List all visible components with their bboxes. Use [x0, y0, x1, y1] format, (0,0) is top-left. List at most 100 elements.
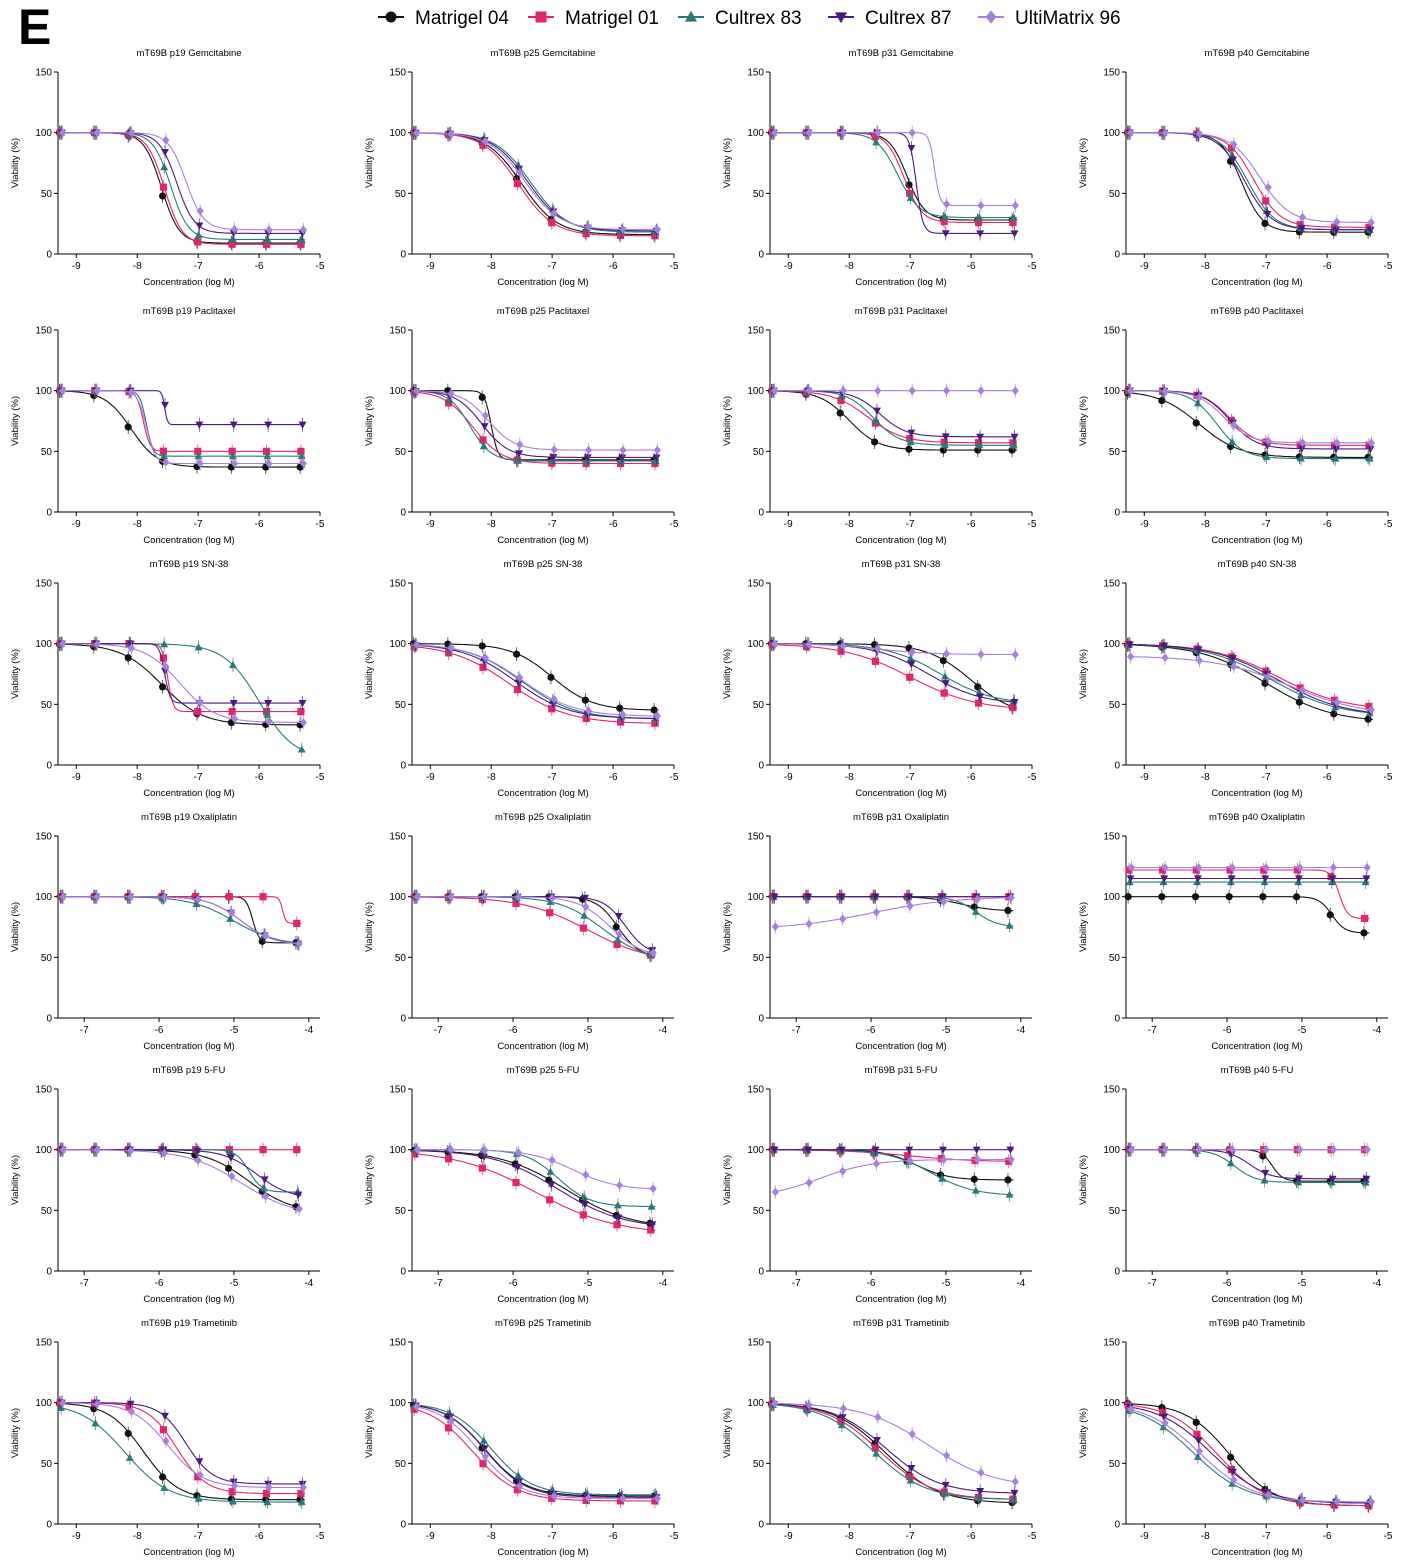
data-point — [410, 1405, 418, 1413]
chart-mt69b-p31-sn-38: mT69B p31 SN-38 0 50 100 150 -9 -8 -7 -6 -5 Viabil… — [722, 559, 1037, 799]
y-tick-label: 50 — [41, 700, 53, 711]
x-tick-label: -7 — [1262, 261, 1271, 272]
legend-label: UltiMatrix 96 — [1015, 8, 1121, 29]
data-point — [1333, 217, 1341, 227]
fit-curve — [414, 644, 659, 720]
y-tick-label: 50 — [41, 1459, 53, 1470]
data-point — [974, 699, 983, 707]
data-point — [480, 423, 489, 431]
data-point — [1161, 386, 1169, 396]
data-point — [160, 892, 168, 902]
data-point — [512, 899, 520, 907]
x-tick-label: -4 — [1016, 1278, 1025, 1289]
data-point — [195, 222, 204, 230]
x-axis-label: Concentration (log M) — [1211, 1041, 1302, 1052]
data-point — [1227, 1151, 1236, 1159]
data-point — [1159, 866, 1167, 874]
x-axis-label: Concentration (log M) — [143, 1547, 234, 1558]
data-point — [1010, 433, 1019, 441]
data-point — [229, 700, 238, 708]
data-point — [159, 447, 167, 455]
series-ultimatrix-96 — [413, 1399, 661, 1506]
y-axis-label: Viability (%) — [1078, 1408, 1089, 1458]
data-point — [550, 694, 558, 704]
data-point — [445, 1155, 453, 1163]
y-tick-label: 50 — [1109, 700, 1121, 711]
data-point — [1007, 1155, 1015, 1164]
data-point — [548, 1155, 556, 1165]
data-point — [1327, 877, 1336, 886]
data-point — [479, 436, 487, 444]
data-point — [618, 454, 627, 462]
data-point — [161, 401, 169, 410]
data-point — [196, 697, 204, 707]
data-point — [478, 1164, 486, 1172]
data-point — [479, 141, 487, 149]
fit-curve — [1129, 132, 1373, 228]
data-point — [1330, 441, 1339, 449]
chart-mt69b-p40-gemcitabine: mT69B p40 Gemcitabine 0 50 100 150 -9 -8 -7 -6 -5… — [1078, 48, 1393, 288]
data-point — [651, 1497, 659, 1505]
fit-curve — [773, 897, 1014, 928]
data-point — [1161, 653, 1169, 663]
x-tick-label: -5 — [1028, 772, 1037, 783]
data-point — [973, 1155, 982, 1164]
y-tick-label: 0 — [46, 250, 52, 261]
data-point — [194, 230, 203, 239]
y-tick-label: 150 — [1103, 68, 1120, 79]
data-point — [651, 456, 660, 465]
data-point — [907, 429, 916, 437]
data-point — [906, 435, 914, 443]
fit-curve — [773, 643, 1017, 656]
data-point — [1366, 226, 1375, 234]
data-point — [971, 1186, 980, 1194]
data-point — [1260, 877, 1269, 886]
data-point — [264, 700, 273, 708]
y-axis-label: Viability (%) — [364, 649, 375, 699]
data-point — [230, 224, 239, 234]
y-axis-label: Viability (%) — [10, 138, 21, 188]
series-matrigel-01 — [768, 637, 1017, 715]
data-point — [975, 213, 984, 221]
x-tick-label: -5 — [1384, 1531, 1393, 1542]
chart-mt69b-p31-trametinib: mT69B p31 Trametinib 0 50 100 150 -9 -8 -7 -6 -5 V… — [722, 1318, 1037, 1558]
fit-curve — [1128, 656, 1373, 711]
data-point — [941, 680, 950, 688]
x-axis-label: Concentration (log M) — [497, 788, 588, 799]
data-point — [265, 225, 273, 235]
fit-curve — [61, 1149, 302, 1211]
x-tick-label: -9 — [1140, 261, 1149, 272]
data-point — [547, 1181, 556, 1189]
chart-mt69b-p40-paclitaxel: mT69B p40 Paclitaxel 0 50 100 150 -9 -8 -7 -6 -5 V… — [1078, 306, 1393, 546]
x-tick-label: -6 — [967, 519, 976, 530]
data-point — [941, 1481, 950, 1490]
data-point — [771, 1187, 779, 1197]
y-tick-label: 150 — [1103, 579, 1120, 590]
data-point — [908, 386, 916, 395]
y-tick-label: 50 — [395, 953, 407, 964]
x-tick-label: -7 — [194, 261, 203, 272]
fit-curve — [415, 132, 659, 236]
data-point — [1326, 911, 1334, 919]
data-point — [297, 1490, 305, 1498]
legend-item-cultrex-83: Cultrex 83 — [678, 8, 802, 29]
series-cultrex-87 — [411, 125, 661, 238]
data-point — [771, 386, 779, 395]
data-point — [225, 893, 233, 901]
data-point — [228, 235, 237, 243]
data-point — [805, 919, 813, 929]
y-tick-label: 150 — [35, 832, 52, 843]
fit-curve — [415, 1150, 656, 1226]
data-point — [1229, 655, 1237, 663]
data-point — [970, 1175, 978, 1183]
fit-curve — [773, 132, 1017, 224]
data-point — [479, 663, 487, 671]
data-point — [651, 232, 659, 240]
x-tick-label: -4 — [1372, 1025, 1381, 1036]
x-tick-label: -5 — [1384, 519, 1393, 530]
x-tick-label: -5 — [229, 1025, 238, 1036]
data-point — [1009, 1495, 1018, 1503]
data-point — [162, 662, 170, 671]
data-point — [59, 1398, 67, 1408]
x-tick-label: -9 — [72, 1531, 81, 1542]
